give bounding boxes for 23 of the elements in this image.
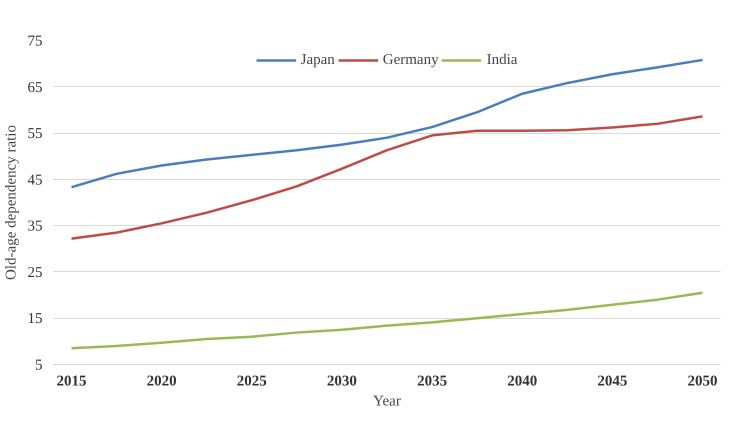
y-axis-title: Old-age dependency ratio <box>4 125 20 280</box>
y-tick-label: 55 <box>28 126 42 142</box>
x-tick-label: 2015 <box>56 374 87 390</box>
line-series <box>70 292 704 350</box>
x-tick-label: 2035 <box>417 374 448 390</box>
x-tick-label: 2025 <box>236 374 267 390</box>
x-tick-label: 2045 <box>597 374 628 390</box>
legend-label: India <box>486 52 518 68</box>
y-tick-label: 75 <box>28 34 42 50</box>
x-tick-label: 2050 <box>687 374 718 390</box>
y-tick-label: 5 <box>35 358 42 374</box>
x-tick-label: 2030 <box>326 374 357 390</box>
x-tick-label: 2040 <box>507 374 538 390</box>
y-tick-label: 65 <box>28 80 42 96</box>
x-tick-label: 2020 <box>146 374 177 390</box>
y-tick-label: 15 <box>28 311 42 328</box>
line-series <box>70 115 704 240</box>
x-axis-title: Year <box>373 394 401 410</box>
y-tick-label: 35 <box>28 218 42 235</box>
y-tick-label: 45 <box>28 172 42 188</box>
legend-label: Germany <box>382 52 439 68</box>
legend-label: Japan <box>300 52 335 68</box>
y-tick-label: 25 <box>28 264 42 281</box>
